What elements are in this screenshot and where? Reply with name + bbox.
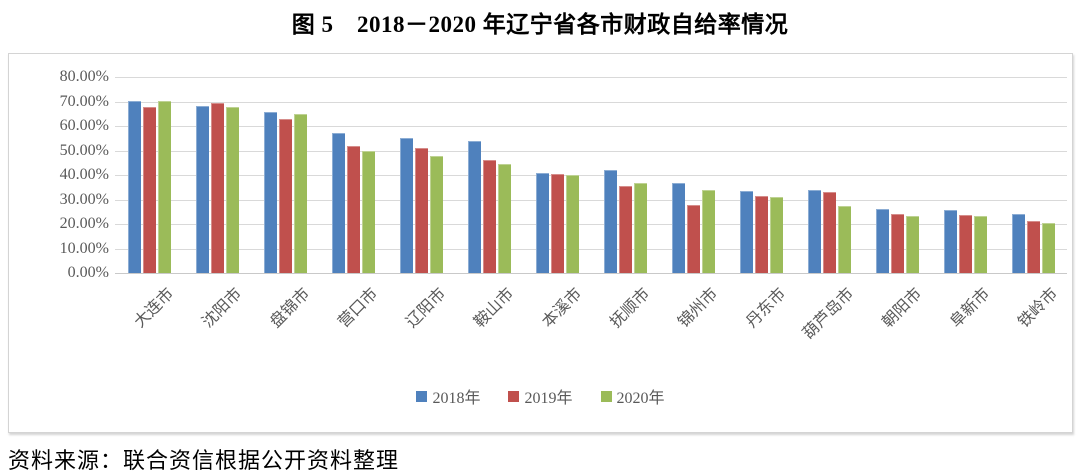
bar	[808, 190, 821, 273]
bar	[1012, 214, 1025, 273]
bar	[838, 206, 851, 273]
legend-label: 2020年	[616, 390, 665, 407]
bar	[891, 214, 904, 273]
x-axis-line	[115, 273, 1067, 274]
bar	[959, 215, 972, 273]
gridline	[115, 126, 1067, 127]
source-note: 资料来源：联合资信根据公开资料整理	[8, 448, 400, 473]
gridline	[115, 249, 1067, 250]
bar	[634, 183, 647, 273]
legend-swatch-icon	[508, 390, 520, 402]
legend-swatch-icon	[600, 390, 612, 402]
legend-swatch-icon	[416, 390, 428, 402]
legend-item: 2020年	[600, 384, 665, 408]
bar	[1027, 221, 1040, 273]
bar	[498, 164, 511, 273]
bar	[128, 101, 141, 273]
gridline	[115, 175, 1067, 176]
bar	[211, 103, 224, 273]
bar	[226, 107, 239, 273]
bar	[483, 160, 496, 273]
bar	[468, 141, 481, 273]
bar	[362, 151, 375, 273]
gridline	[115, 200, 1067, 201]
bar	[876, 209, 889, 273]
y-axis-tick-label: 50.00%	[59, 142, 109, 159]
bar	[604, 170, 617, 273]
bar	[294, 114, 307, 273]
bar	[430, 156, 443, 273]
y-axis-tick-label: 30.00%	[59, 191, 109, 208]
bar	[536, 173, 549, 273]
gridline	[115, 77, 1067, 78]
bar	[770, 197, 783, 273]
bar	[672, 183, 685, 273]
bar	[944, 210, 957, 273]
legend-label: 2018年	[432, 390, 481, 407]
bar	[740, 191, 753, 273]
y-axis-tick-label: 0.00%	[67, 264, 109, 281]
y-axis-tick-label: 60.00%	[59, 117, 109, 134]
bar	[551, 174, 564, 273]
chart-title: 图 5 2018－2020 年辽宁省各市财政自给率情况	[291, 12, 789, 37]
bar	[755, 196, 768, 273]
y-axis-tick-label: 10.00%	[59, 240, 109, 257]
bar	[1042, 223, 1055, 273]
gridline	[115, 224, 1067, 225]
bar	[415, 148, 428, 273]
bar	[566, 175, 579, 273]
gridline	[115, 151, 1067, 152]
legend-label: 2019年	[524, 390, 573, 407]
bar	[347, 146, 360, 273]
bar	[279, 119, 292, 273]
legend: 2018年 2019年 2020年	[9, 384, 1072, 408]
chart-area: 2018年 2019年 2020年 0.00% 10.00% 20.00% 30.00% 4…	[8, 53, 1073, 433]
bar	[702, 190, 715, 273]
bar	[974, 216, 987, 273]
bar	[906, 216, 919, 273]
legend-item: 2019年	[508, 384, 573, 408]
bar	[619, 186, 632, 273]
bar	[196, 106, 209, 273]
y-axis-tick-label: 40.00%	[59, 166, 109, 183]
legend-item: 2018年	[416, 384, 480, 408]
bar	[400, 138, 413, 273]
y-axis-tick-label: 70.00%	[59, 93, 109, 110]
bar	[158, 101, 171, 273]
y-axis-tick-label: 80.00%	[59, 68, 109, 85]
y-axis-tick-label: 20.00%	[59, 215, 109, 232]
bar	[332, 133, 345, 273]
bar	[264, 112, 277, 273]
bar	[687, 205, 700, 273]
gridline	[115, 102, 1067, 103]
bar	[823, 192, 836, 273]
bar	[143, 107, 156, 273]
